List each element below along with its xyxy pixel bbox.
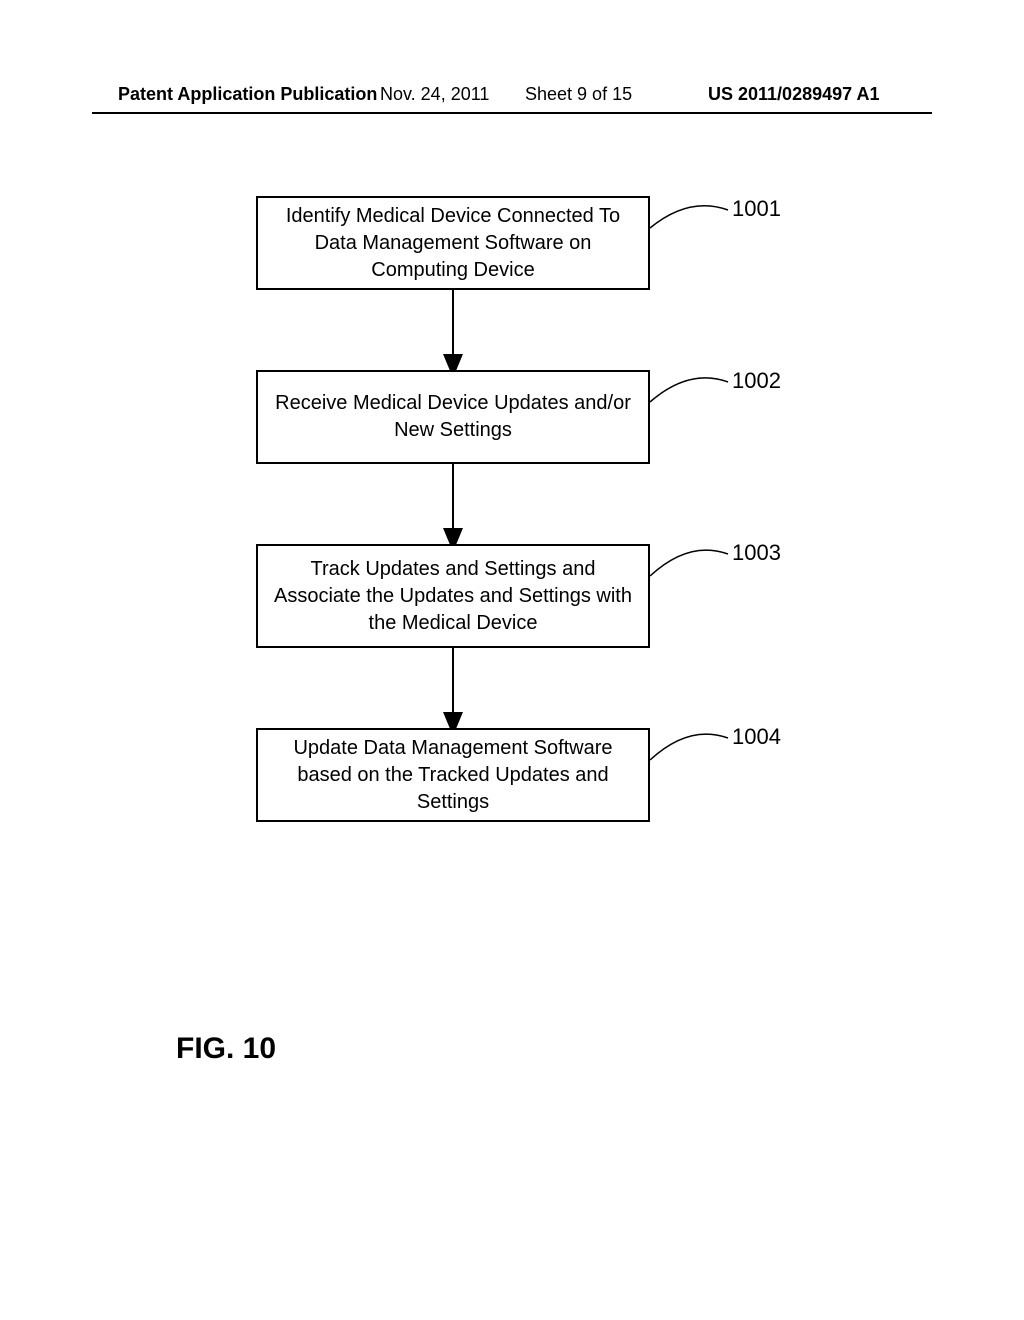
flowchart-box-text: Update Data Management Software based on…	[270, 735, 636, 816]
leader-line	[650, 378, 728, 402]
leader-line	[650, 550, 728, 576]
flowchart-ref-label-1004: 1004	[732, 724, 781, 750]
leader-line	[650, 734, 728, 760]
header-publication-number: US 2011/0289497 A1	[708, 84, 879, 105]
header-rule	[92, 112, 932, 114]
flowchart-box-text: Track Updates and Settings and Associate…	[270, 556, 636, 637]
flowchart-box-1002: Receive Medical Device Updates and/or Ne…	[256, 370, 650, 464]
flowchart-ref-label-1002: 1002	[732, 368, 781, 394]
flowchart-ref-label-1003: 1003	[732, 540, 781, 566]
flowchart-box-1001: Identify Medical Device Connected To Dat…	[256, 196, 650, 290]
figure-label: FIG. 10	[176, 1032, 276, 1066]
flowchart-box-1003: Track Updates and Settings and Associate…	[256, 544, 650, 648]
header-sheet: Sheet 9 of 15	[525, 84, 632, 105]
flowchart-box-text: Receive Medical Device Updates and/or Ne…	[270, 390, 636, 444]
flowchart-ref-label-1001: 1001	[732, 196, 781, 222]
flowchart-box-text: Identify Medical Device Connected To Dat…	[270, 203, 636, 284]
flowchart-box-1004: Update Data Management Software based on…	[256, 728, 650, 822]
page: Patent Application Publication Nov. 24, …	[0, 0, 1024, 1320]
header-date: Nov. 24, 2011	[380, 84, 489, 105]
header-publication-label: Patent Application Publication	[118, 84, 377, 105]
leader-line	[650, 206, 728, 228]
